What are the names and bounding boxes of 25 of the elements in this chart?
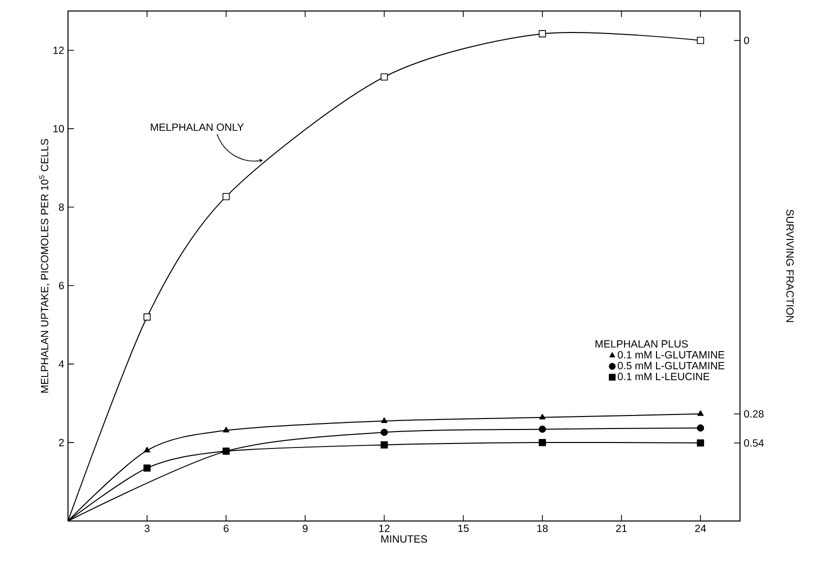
y-tick-label: 12 xyxy=(53,46,64,54)
y-axis-title: MELPHALAN UPTAKE, PICOMOLES PER 10$^{5}$ CELLS xyxy=(39,139,50,393)
y-tick-label: 6 xyxy=(59,282,64,290)
legend-title: MELPHALAN PLUS xyxy=(596,340,688,348)
legend-label: 0.5 mM L-GLUTAMINE xyxy=(618,362,724,370)
y-tick-label: 8 xyxy=(58,203,64,211)
x-tick-label: 21 xyxy=(616,524,627,532)
x-axis-title: MINUTES xyxy=(381,535,428,543)
annotation: MELPHALAN ONLY xyxy=(150,123,244,131)
text: 0 xyxy=(744,36,750,44)
text: 0.28 xyxy=(744,410,764,418)
y-tick-label: 2 xyxy=(59,438,64,446)
x-tick-label: 3 xyxy=(144,524,150,532)
x-tick-label: 9 xyxy=(302,524,308,532)
x-tick-label: 12 xyxy=(379,524,390,532)
legend-label: 0.1 mM L-GLUTAMINE xyxy=(618,351,724,358)
x-tick-label: 15 xyxy=(458,524,469,532)
y2-axis-title: SURVIVING FRACTION xyxy=(786,210,794,322)
x-tick-label: 24 xyxy=(695,524,706,532)
x-tick-label: 18 xyxy=(537,524,548,532)
x-tick-label: 6 xyxy=(224,524,229,532)
text: 0.54 xyxy=(744,439,764,447)
y-tick-label: 10 xyxy=(53,124,64,132)
legend-label: 0.1 mM L-LEUCINE xyxy=(618,372,710,380)
y-tick-label: 4 xyxy=(58,360,64,368)
